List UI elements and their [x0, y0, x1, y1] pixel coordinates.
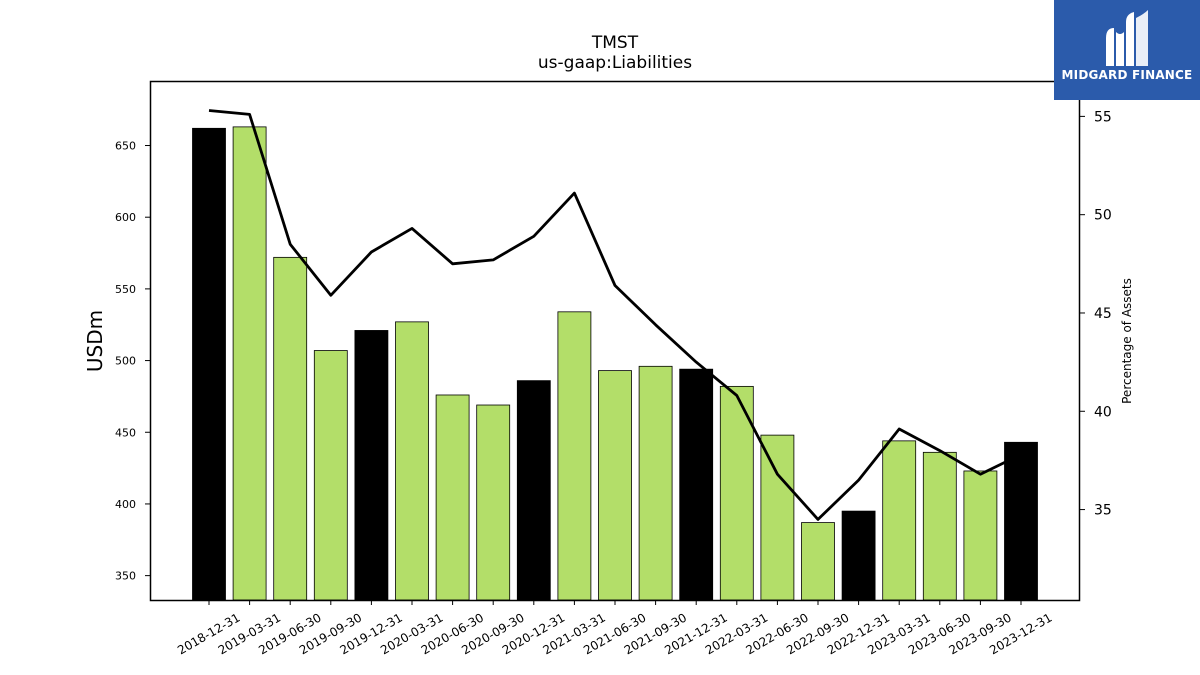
- logo-text: MIDGARD FINANCE: [1061, 68, 1193, 82]
- logo-mark-icon: [1106, 10, 1148, 66]
- y-tick-label: 500: [115, 355, 136, 368]
- y2-tick-label: 55: [1094, 109, 1112, 125]
- bar-2022-06-30: [760, 434, 795, 601]
- bar-2021-12-31: [679, 368, 714, 601]
- bar-2019-03-31: [232, 126, 267, 601]
- bar-2020-12-31: [516, 380, 551, 601]
- bar-2020-09-30: [476, 404, 511, 601]
- bar-2019-09-30: [313, 350, 348, 601]
- bar-2020-06-30: [435, 394, 470, 601]
- bar-2023-06-30: [922, 451, 957, 601]
- y2-tick-label: 45: [1094, 306, 1112, 322]
- pct-of-assets-line: [208, 109, 1022, 521]
- bar-2021-06-30: [598, 370, 632, 601]
- y2-tick-label: 35: [1094, 503, 1112, 519]
- bar-2023-12-31: [1004, 441, 1038, 601]
- y-tick-label: 550: [115, 283, 136, 296]
- bar-2022-09-30: [801, 522, 835, 601]
- chart-title: TMST: [591, 33, 639, 53]
- brand-logo: MIDGARD FINANCE: [1054, 0, 1200, 100]
- y2-tick-label: 40: [1094, 404, 1112, 420]
- bar-2021-09-30: [638, 365, 673, 601]
- y-tick-label: 450: [115, 426, 136, 439]
- y-axis-label: USDm: [83, 310, 107, 372]
- bar-2021-03-31: [557, 311, 592, 601]
- y-tick-label: 650: [115, 140, 136, 153]
- y2-tick-label: 50: [1094, 208, 1112, 224]
- y-tick-label: 400: [115, 498, 136, 511]
- bar-2023-03-31: [882, 440, 917, 601]
- bar-2019-06-30: [273, 256, 308, 601]
- y-tick-label: 600: [115, 211, 136, 224]
- bar-2022-03-31: [719, 385, 754, 601]
- bar-2018-12-31: [192, 127, 226, 601]
- bar-2023-09-30: [963, 470, 998, 601]
- y2-axis-label: Percentage of Assets: [1120, 278, 1134, 404]
- chart-subtitle: us-gaap:Liabilities: [538, 53, 692, 73]
- bar-2020-03-31: [395, 321, 429, 601]
- bar-2019-12-31: [354, 330, 389, 601]
- bar-2022-12-31: [841, 510, 876, 601]
- y-tick-label: 350: [115, 570, 136, 583]
